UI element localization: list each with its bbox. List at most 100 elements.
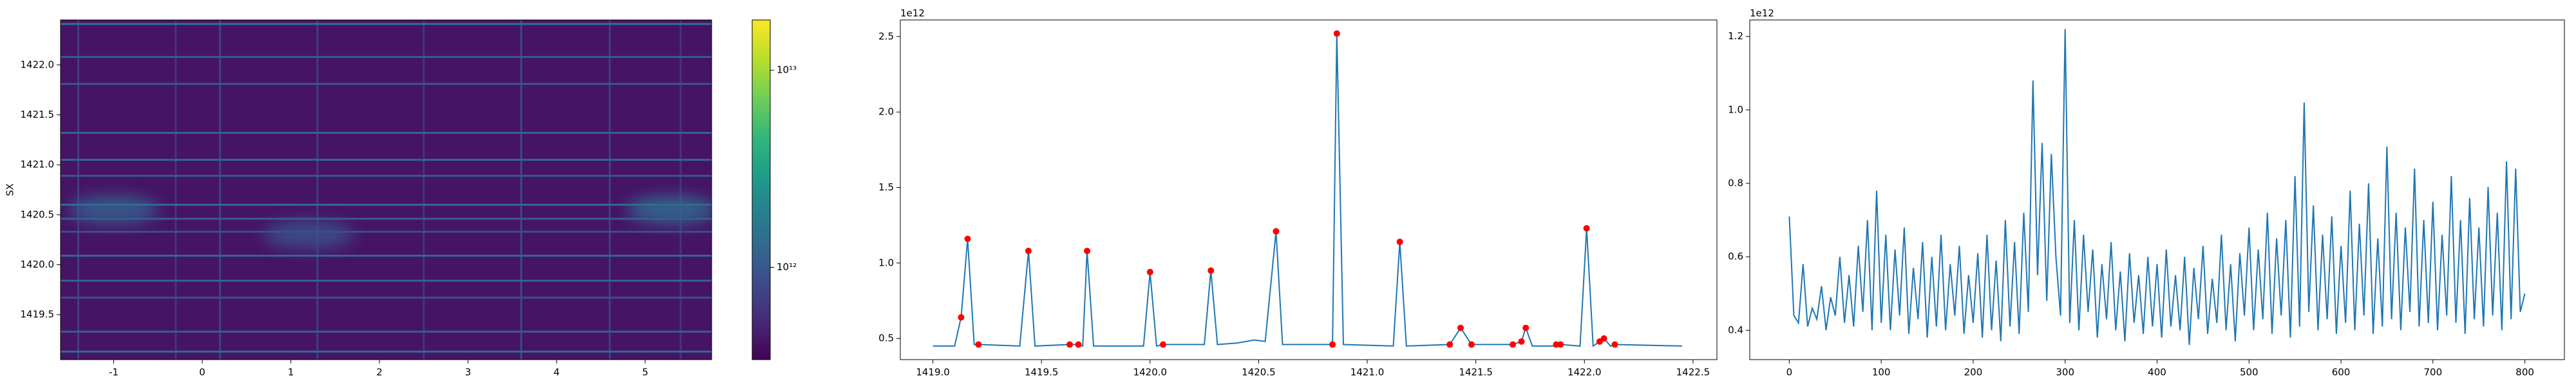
peak-marker [1208,267,1215,274]
x-tick-label: 1419.0 [916,367,950,378]
x-tick-label: -1 [109,367,118,378]
heatmap-row [61,279,712,282]
y-tick-label: 0.4 [1728,324,1743,336]
heatmap-background [61,20,712,360]
heatmap-spot [263,220,354,249]
offset-text: 1e12 [1750,8,1774,19]
x-tick-label: 3 [465,367,471,378]
peak-marker [1518,338,1525,345]
heatmap-row [61,203,712,206]
peak-marker [964,235,971,243]
y-tick-label: 1421.5 [21,109,55,120]
peak-marker [1611,341,1618,348]
peak-marker [1510,341,1516,348]
x-tick-label: 1422.0 [1567,367,1602,378]
peak-marker [1084,248,1091,255]
peak-marker [1273,228,1280,235]
x-tick-label: 1419.5 [1025,367,1059,378]
peak-marker [1333,30,1340,37]
x-tick-label: 500 [2240,367,2259,378]
x-tick-label: 1 [288,367,294,378]
y-tick-label: 1421.0 [21,159,55,170]
y-tick-label: 1.0 [878,257,894,268]
heatmap-row [61,131,712,134]
y-tick-label: 1.2 [1728,30,1743,42]
x-tick-label: 4 [554,367,560,378]
peak-marker [1329,341,1336,348]
x-tick-label: 400 [2148,367,2166,378]
peak-marker [1066,341,1074,348]
y-tick-label: 1.5 [878,181,894,193]
axes-frame [900,19,1718,360]
y-tick-label: 2.5 [878,30,894,42]
heatmap-column [219,20,222,360]
x-tick-label: 100 [1872,367,1891,378]
peak-marker [1446,341,1454,348]
axes-frame [60,19,712,360]
y-tick-label: 2.0 [878,106,894,118]
y-tick-label: 1420.5 [21,208,55,220]
heatmap-row [61,331,712,333]
heatmap-row [61,82,712,85]
x-tick-label: 300 [2056,367,2074,378]
heatmap-column [520,20,522,360]
offset-text: 1e12 [900,8,925,19]
y-tick-label: 0.6 [1728,251,1743,262]
data-line [1788,29,2526,345]
colorbar [752,19,771,360]
y-tick-label: 1420.0 [21,259,55,270]
colorbar-tick-label: 10¹² [777,261,797,273]
data-line [933,33,1683,347]
heatmap-column [679,20,682,360]
axes-frame [1749,19,2565,360]
heatmap-row [61,254,712,257]
y-tick-label: 1419.5 [21,309,55,320]
peak-marker [1457,324,1464,331]
y-tick-label: 0.5 [878,333,894,344]
peak-marker [1583,225,1590,232]
heatmap-row [61,158,712,161]
x-tick-label: 800 [2515,367,2534,378]
y-tick-label: 1.0 [1728,104,1743,115]
heatmap-row [61,23,712,25]
heatmap-column [77,20,80,360]
heatmap-image [61,20,712,360]
peak-marker [1468,341,1475,348]
x-tick-label: 700 [2424,367,2443,378]
heatmap-row [61,174,712,177]
heatmap-column [609,20,611,360]
peak-marker [958,314,965,321]
x-tick-label: 1421.0 [1350,367,1385,378]
peak-marker [1522,324,1530,331]
x-tick-label: 1421.5 [1459,367,1493,378]
peak-marker [1396,238,1403,245]
x-tick-label: 2 [376,367,383,378]
heatmap-spot [68,196,159,225]
x-tick-label: 0 [1786,367,1793,378]
colorbar-tick-label: 10¹³ [777,64,797,76]
x-tick-label: 1420.0 [1133,367,1168,378]
heatmap-column [175,20,177,360]
x-tick-label: 600 [2332,367,2351,378]
y-tick-label: 1422.0 [21,59,55,70]
heatmap-row [61,55,712,58]
peak-marker [1146,268,1153,275]
peak-marker [975,341,982,348]
x-tick-label: 5 [642,367,649,378]
y-axis-label: SX [5,183,16,196]
x-tick-label: 1420.5 [1242,367,1276,378]
x-tick-label: 1422.5 [1676,367,1710,378]
heatmap-column [422,20,425,360]
y-tick-label: 0.8 [1728,178,1743,189]
peak-marker [1160,341,1167,348]
heatmap-spot [627,196,712,225]
x-tick-label: 0 [199,367,205,378]
heatmap-row [61,217,712,220]
peak-marker [1075,341,1082,348]
peak-marker [1600,335,1607,342]
peak-marker [1557,341,1564,348]
x-tick-label: 200 [1964,367,1983,378]
heatmap-row [61,230,712,233]
heatmap-row [61,297,712,299]
